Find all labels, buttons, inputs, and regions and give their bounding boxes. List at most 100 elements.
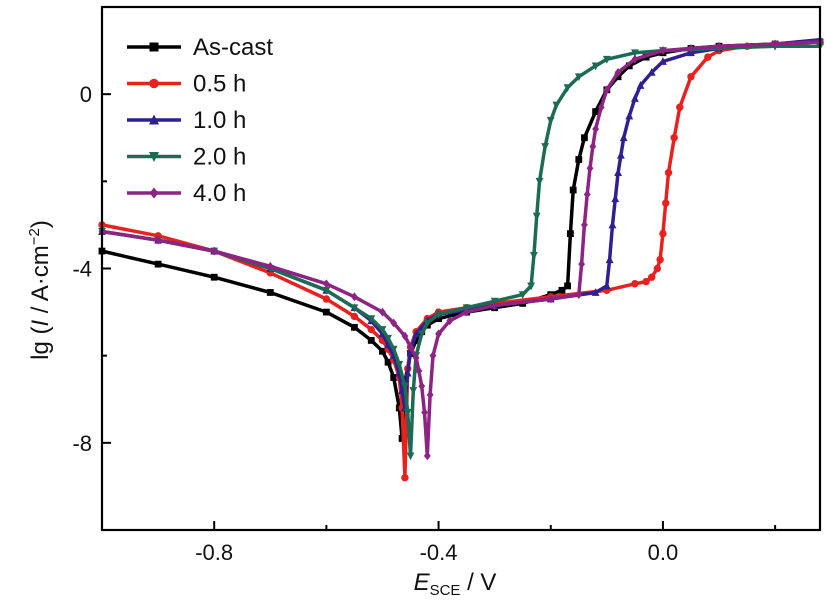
data-point	[664, 168, 673, 177]
legend-label: 4.0 h	[193, 180, 246, 207]
data-point	[390, 318, 398, 328]
data-point	[351, 323, 358, 331]
data-point	[378, 326, 387, 334]
data-point	[379, 347, 386, 355]
data-point	[403, 408, 412, 417]
y-tick-label: 0	[80, 82, 92, 107]
data-point	[532, 212, 541, 221]
series-line	[101, 40, 821, 458]
series-2-0-h	[98, 42, 824, 461]
data-point	[518, 291, 527, 300]
axis-ticks	[101, 6, 777, 531]
data-point	[491, 301, 499, 310]
data-point	[389, 345, 398, 354]
data-point	[527, 282, 536, 291]
x-tick-label: -0.4	[420, 540, 458, 565]
data-point	[149, 78, 159, 89]
data-point	[409, 387, 418, 395]
data-point	[322, 279, 330, 289]
x-tick-label: -0.8	[195, 540, 233, 565]
data-point	[210, 273, 218, 281]
data-point	[446, 316, 454, 326]
data-point	[592, 108, 600, 115]
data-point	[415, 366, 423, 376]
data-point	[575, 156, 583, 163]
data-point	[648, 273, 656, 281]
data-point	[625, 111, 634, 120]
data-point	[350, 312, 359, 321]
data-point	[614, 67, 622, 77]
data-point	[586, 163, 594, 173]
legend-item: As-cast	[127, 34, 273, 61]
data-point	[367, 325, 375, 334]
data-point	[662, 199, 670, 207]
data-point	[659, 46, 667, 55]
data-point	[429, 351, 437, 361]
series-layer	[98, 35, 824, 482]
data-point	[154, 235, 162, 245]
data-point	[547, 294, 555, 304]
data-point	[552, 101, 561, 110]
data-point	[149, 152, 159, 162]
data-point	[401, 331, 409, 341]
data-point	[574, 73, 583, 82]
legend-item: 1.0 h	[127, 107, 246, 134]
data-point	[322, 286, 331, 295]
data-point	[563, 84, 572, 93]
series-4-0-h	[98, 37, 824, 461]
legend-label: 1.0 h	[193, 107, 246, 134]
legend-label: 2.0 h	[193, 144, 246, 171]
data-point	[630, 49, 639, 58]
data-point	[322, 295, 331, 303]
data-point	[434, 310, 443, 319]
data-point	[653, 264, 662, 273]
data-point	[619, 133, 628, 142]
data-point	[659, 57, 667, 65]
data-point	[631, 280, 639, 288]
series-as-cast	[98, 38, 824, 442]
data-point	[401, 382, 409, 391]
data-point	[597, 102, 605, 112]
data-point	[149, 42, 159, 52]
legend-label: 0.5 h	[193, 71, 246, 98]
y-tick-label: -8	[72, 431, 92, 456]
data-point	[412, 337, 420, 344]
data-point	[463, 307, 471, 317]
data-point	[379, 307, 386, 317]
data-point	[558, 286, 566, 294]
series-0-5-h	[98, 38, 824, 482]
data-point	[322, 308, 330, 316]
data-point	[591, 62, 600, 71]
data-point	[581, 220, 588, 230]
data-point	[412, 353, 420, 363]
data-point	[575, 290, 583, 300]
data-point	[154, 260, 162, 268]
data-point	[592, 124, 600, 134]
data-point	[406, 452, 415, 461]
data-point	[636, 81, 645, 89]
data-point	[578, 259, 586, 269]
data-point	[704, 53, 712, 61]
data-point	[403, 368, 412, 377]
data-point	[395, 360, 404, 369]
data-point	[659, 229, 667, 238]
data-point	[583, 190, 591, 199]
data-point	[412, 329, 421, 338]
data-point	[631, 54, 639, 64]
data-point	[614, 168, 622, 177]
data-point	[384, 334, 392, 343]
data-point	[351, 292, 358, 302]
legend-label: As-cast	[193, 34, 273, 61]
data-point	[421, 407, 428, 417]
data-point	[715, 41, 723, 51]
y-tick-label: -4	[72, 257, 92, 282]
data-point	[367, 337, 375, 344]
data-point	[676, 103, 684, 111]
series-line	[101, 40, 821, 441]
legend-item: 4.0 h	[127, 180, 246, 207]
data-point	[530, 252, 538, 260]
data-point	[616, 150, 625, 159]
data-point	[566, 230, 574, 238]
data-point	[418, 381, 426, 391]
